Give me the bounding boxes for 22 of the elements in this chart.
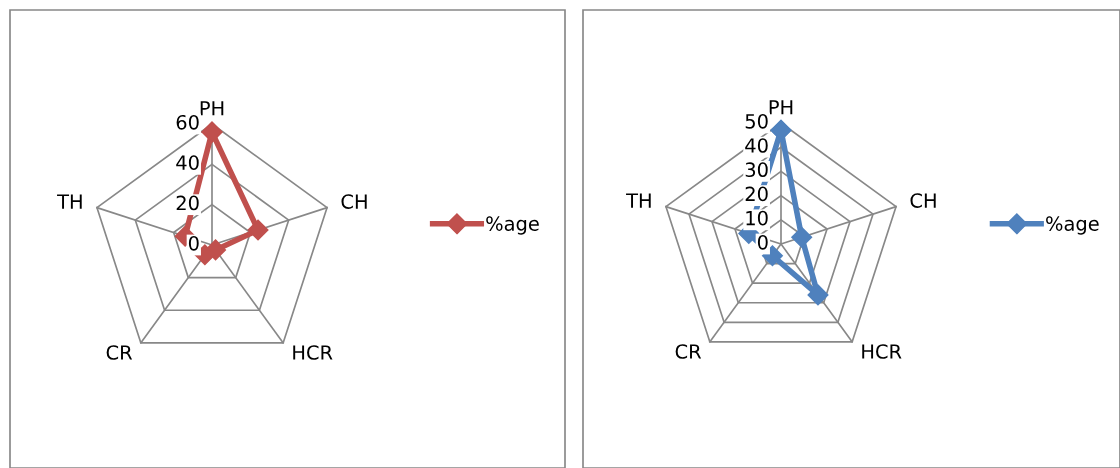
spoke-label: HCR [862, 344, 902, 359]
y-tick-label: 0 [757, 234, 768, 250]
y-tick-label: 30 [745, 162, 768, 178]
spoke-label: CH [910, 193, 936, 208]
spoke-label: TH [57, 194, 82, 209]
y-tick-label: 50 [745, 113, 768, 129]
spoke-label: CH [341, 194, 367, 209]
y-tick-label: 40 [176, 155, 199, 170]
spoke-label: PH [200, 101, 224, 116]
y-tick-label: 20 [176, 195, 199, 211]
y-tick-label: 20 [745, 186, 768, 202]
y-tick-label: 60 [176, 114, 199, 130]
spoke-label: PH [769, 100, 793, 115]
legend-label: %age [1046, 216, 1099, 235]
spoke-label: CR [675, 344, 702, 359]
y-tick-label: 0 [188, 235, 199, 251]
spoke-label: HCR [293, 345, 333, 360]
legend-label: %age [486, 216, 539, 235]
y-tick-label: 40 [745, 138, 768, 153]
spoke-label: CR [106, 345, 133, 360]
spoke-label: TH [626, 193, 651, 208]
y-tick-label: 10 [746, 210, 768, 226]
